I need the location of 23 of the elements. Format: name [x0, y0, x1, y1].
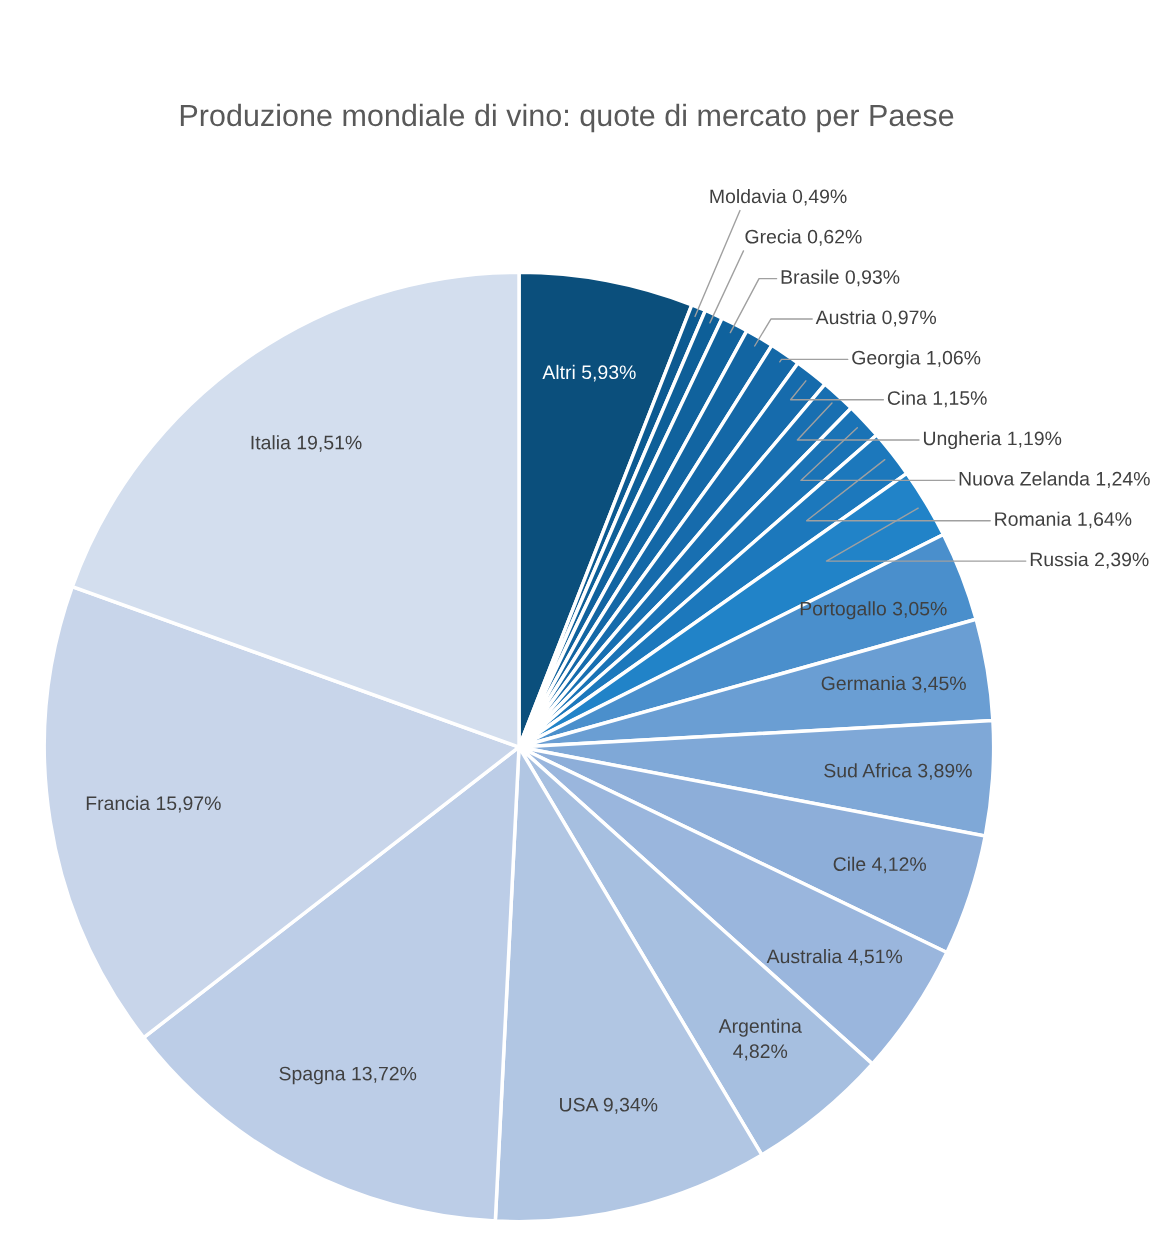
- slice-label: Cina 1,15%: [887, 390, 987, 408]
- slice-label: Grecia 0,62%: [745, 229, 862, 246]
- slice-label: USA 9,34%: [560, 1097, 658, 1114]
- slice-label: Russia 2,39%: [1030, 552, 1149, 569]
- slice-label: Portogallo 3,05%: [800, 601, 947, 620]
- chart-title: Produzione mondiale di vino: quote di mercato per Paese: [180, 103, 954, 133]
- slice-label: Georgia 1,06%: [852, 350, 981, 369]
- slice-label: Francia 15,97%: [86, 795, 221, 813]
- slice-label: Romania 1,64%: [995, 511, 1132, 529]
- slice-label: Spagna 13,72%: [279, 1066, 417, 1085]
- slice-label: Brasile 0,93%: [781, 269, 900, 287]
- slice-label: Italia 19,51%: [251, 435, 362, 452]
- slice-label: Argentina: [718, 1018, 802, 1037]
- slice-label: Ungheria 1,19%: [923, 430, 1062, 450]
- slice-label: Austria 0,97%: [815, 309, 937, 327]
- data-label: 4,82%: [733, 1044, 788, 1061]
- slice-label: Altri 5,93%: [542, 364, 636, 382]
- slice-label: Nuova Zelanda 1,24%: [959, 471, 1150, 488]
- slice-label: Cile 4,12%: [833, 856, 927, 874]
- slice-label: Moldavia 0,49%: [710, 188, 847, 206]
- slice-label: Sud Africa 3,89%: [824, 763, 972, 780]
- slice-label: Germania 3,45%: [821, 675, 966, 693]
- slice-label: Australia 4,51%: [766, 949, 903, 966]
